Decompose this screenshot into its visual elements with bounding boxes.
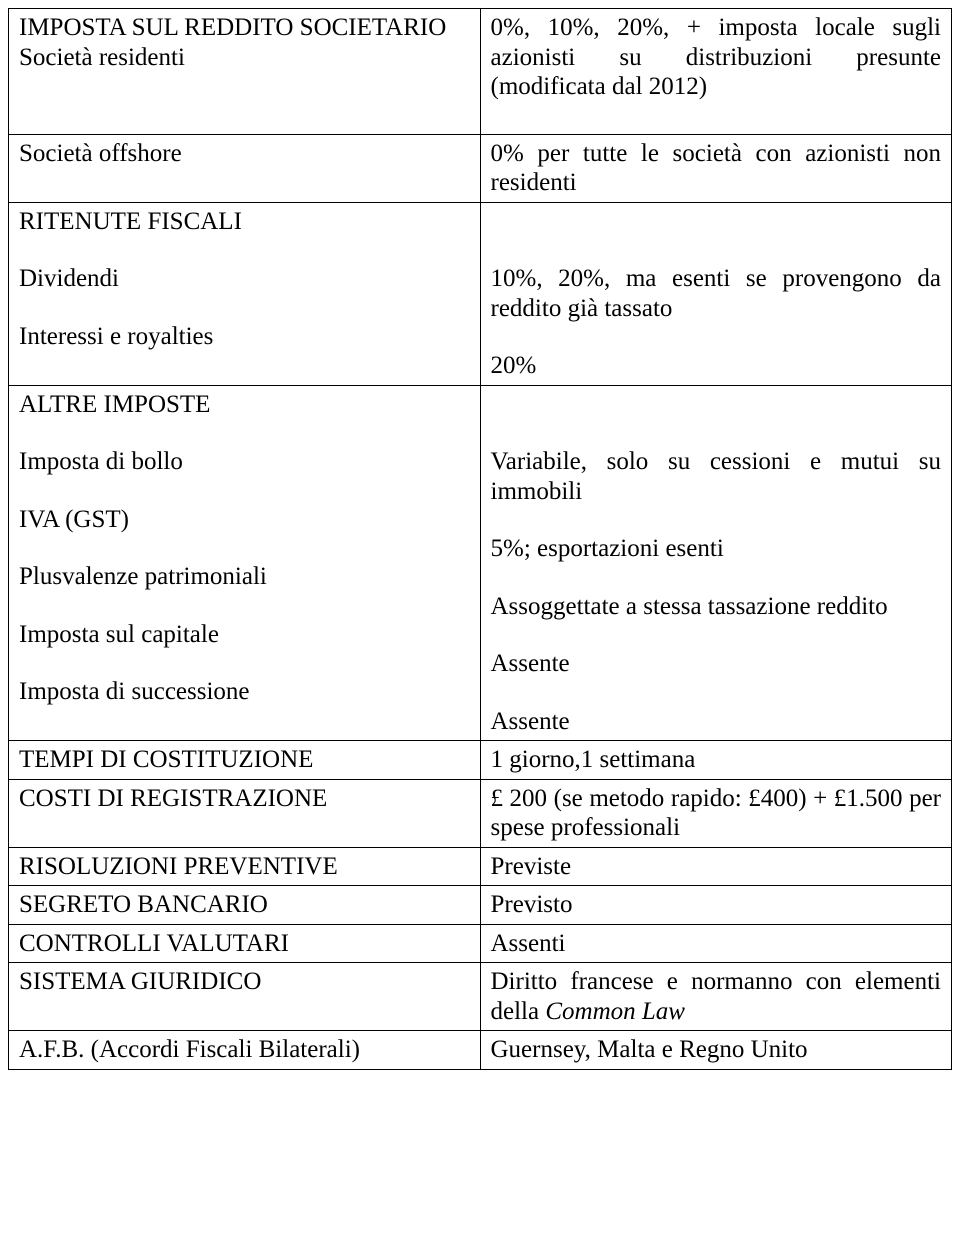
- label-cell: IMPOSTA SUL REDDITO SOCIETARIOSocietà re…: [9, 9, 481, 135]
- row-value: Assoggettate a stessa tassazione reddito: [491, 592, 942, 622]
- tax-info-table: IMPOSTA SUL REDDITO SOCIETARIOSocietà re…: [8, 8, 952, 1070]
- row-value: Variabile, solo su cessioni e mutui su i…: [491, 447, 942, 506]
- table-row: A.F.B. (Accordi Fiscali Bilaterali)Guern…: [9, 1031, 952, 1070]
- row-label: Plusvalenze patrimoniali: [19, 562, 470, 592]
- value-cell: Previste: [480, 847, 952, 886]
- table-row: Società offshore 0% per tutte le società …: [9, 134, 952, 202]
- row-label: Interessi e royalties: [19, 322, 470, 352]
- row-value: Assente: [491, 649, 942, 679]
- row-value: Assente: [491, 707, 942, 737]
- row-value: 10%, 20%, ma esenti se provengono da red…: [491, 264, 942, 323]
- row-label: Imposta di successione: [19, 677, 470, 707]
- label-cell: Società offshore: [9, 134, 481, 202]
- row-value: 5%; esportazioni esenti: [491, 534, 942, 564]
- value-cell: 1 giorno,1 settimana: [480, 741, 952, 780]
- table-row: CONTROLLI VALUTARIAssenti: [9, 924, 952, 963]
- label-cell: TEMPI DI COSTITUZIONE: [9, 741, 481, 780]
- label-cell: COSTI DI REGISTRAZIONE: [9, 779, 481, 847]
- section-heading: RITENUTE FISCALI: [19, 207, 470, 237]
- value-cell: Guernsey, Malta e Regno Unito: [480, 1031, 952, 1070]
- section-heading: IMPOSTA SUL REDDITO SOCIETARIO: [19, 13, 470, 43]
- table-row: TEMPI DI COSTITUZIONE1 giorno,1 settiman…: [9, 741, 952, 780]
- value-cell: 10%, 20%, ma esenti se provengono da red…: [480, 202, 952, 385]
- table-row: IMPOSTA SUL REDDITO SOCIETARIOSocietà re…: [9, 9, 952, 135]
- value-cell: 0%, 10%, 20%, + imposta locale sugli azi…: [480, 9, 952, 135]
- table-row: ALTRE IMPOSTE Imposta di bollo IVA (GST) Pl…: [9, 385, 952, 741]
- table-row: RITENUTE FISCALI Dividendi Interessi e roy…: [9, 202, 952, 385]
- row-label: Imposta di bollo: [19, 447, 470, 477]
- label-cell: SEGRETO BANCARIO: [9, 886, 481, 925]
- table-row: COSTI DI REGISTRAZIONE£ 200 (se metodo r…: [9, 779, 952, 847]
- table-body: IMPOSTA SUL REDDITO SOCIETARIOSocietà re…: [9, 9, 952, 1070]
- row-label: Dividendi: [19, 264, 470, 294]
- label-cell: RITENUTE FISCALI Dividendi Interessi e roy…: [9, 202, 481, 385]
- section-heading: ALTRE IMPOSTE: [19, 390, 470, 420]
- row-value: 0%, 10%, 20%, + imposta locale sugli azi…: [491, 13, 942, 102]
- label-cell: CONTROLLI VALUTARI: [9, 924, 481, 963]
- page: IMPOSTA SUL REDDITO SOCIETARIOSocietà re…: [0, 0, 960, 1078]
- row-value: 0% per tutte le società con azionisti no…: [491, 139, 942, 198]
- row-label: Società offshore: [19, 139, 470, 169]
- row-label: Imposta sul capitale: [19, 620, 470, 650]
- value-cell: £ 200 (se metodo rapido: £400) + £1.500 …: [480, 779, 952, 847]
- row-label: IVA (GST): [19, 505, 470, 535]
- value-cell: 0% per tutte le società con azionisti no…: [480, 134, 952, 202]
- label-cell: ALTRE IMPOSTE Imposta di bollo IVA (GST) Pl…: [9, 385, 481, 741]
- label-cell: A.F.B. (Accordi Fiscali Bilaterali): [9, 1031, 481, 1070]
- value-cell: Diritto francese e normanno con elementi…: [480, 963, 952, 1031]
- label-cell: SISTEMA GIURIDICO: [9, 963, 481, 1031]
- label-cell: RISOLUZIONI PREVENTIVE: [9, 847, 481, 886]
- value-cell: Assenti: [480, 924, 952, 963]
- table-row: SISTEMA GIURIDICODiritto francese e norm…: [9, 963, 952, 1031]
- value-cell: Previsto: [480, 886, 952, 925]
- row-label: Società residenti: [19, 43, 470, 73]
- table-row: SEGRETO BANCARIOPrevisto: [9, 886, 952, 925]
- value-text: [491, 207, 942, 237]
- table-row: RISOLUZIONI PREVENTIVEPreviste: [9, 847, 952, 886]
- row-value: 20%: [491, 351, 942, 381]
- value-text: [491, 390, 942, 420]
- value-cell: Variabile, solo su cessioni e mutui su i…: [480, 385, 952, 741]
